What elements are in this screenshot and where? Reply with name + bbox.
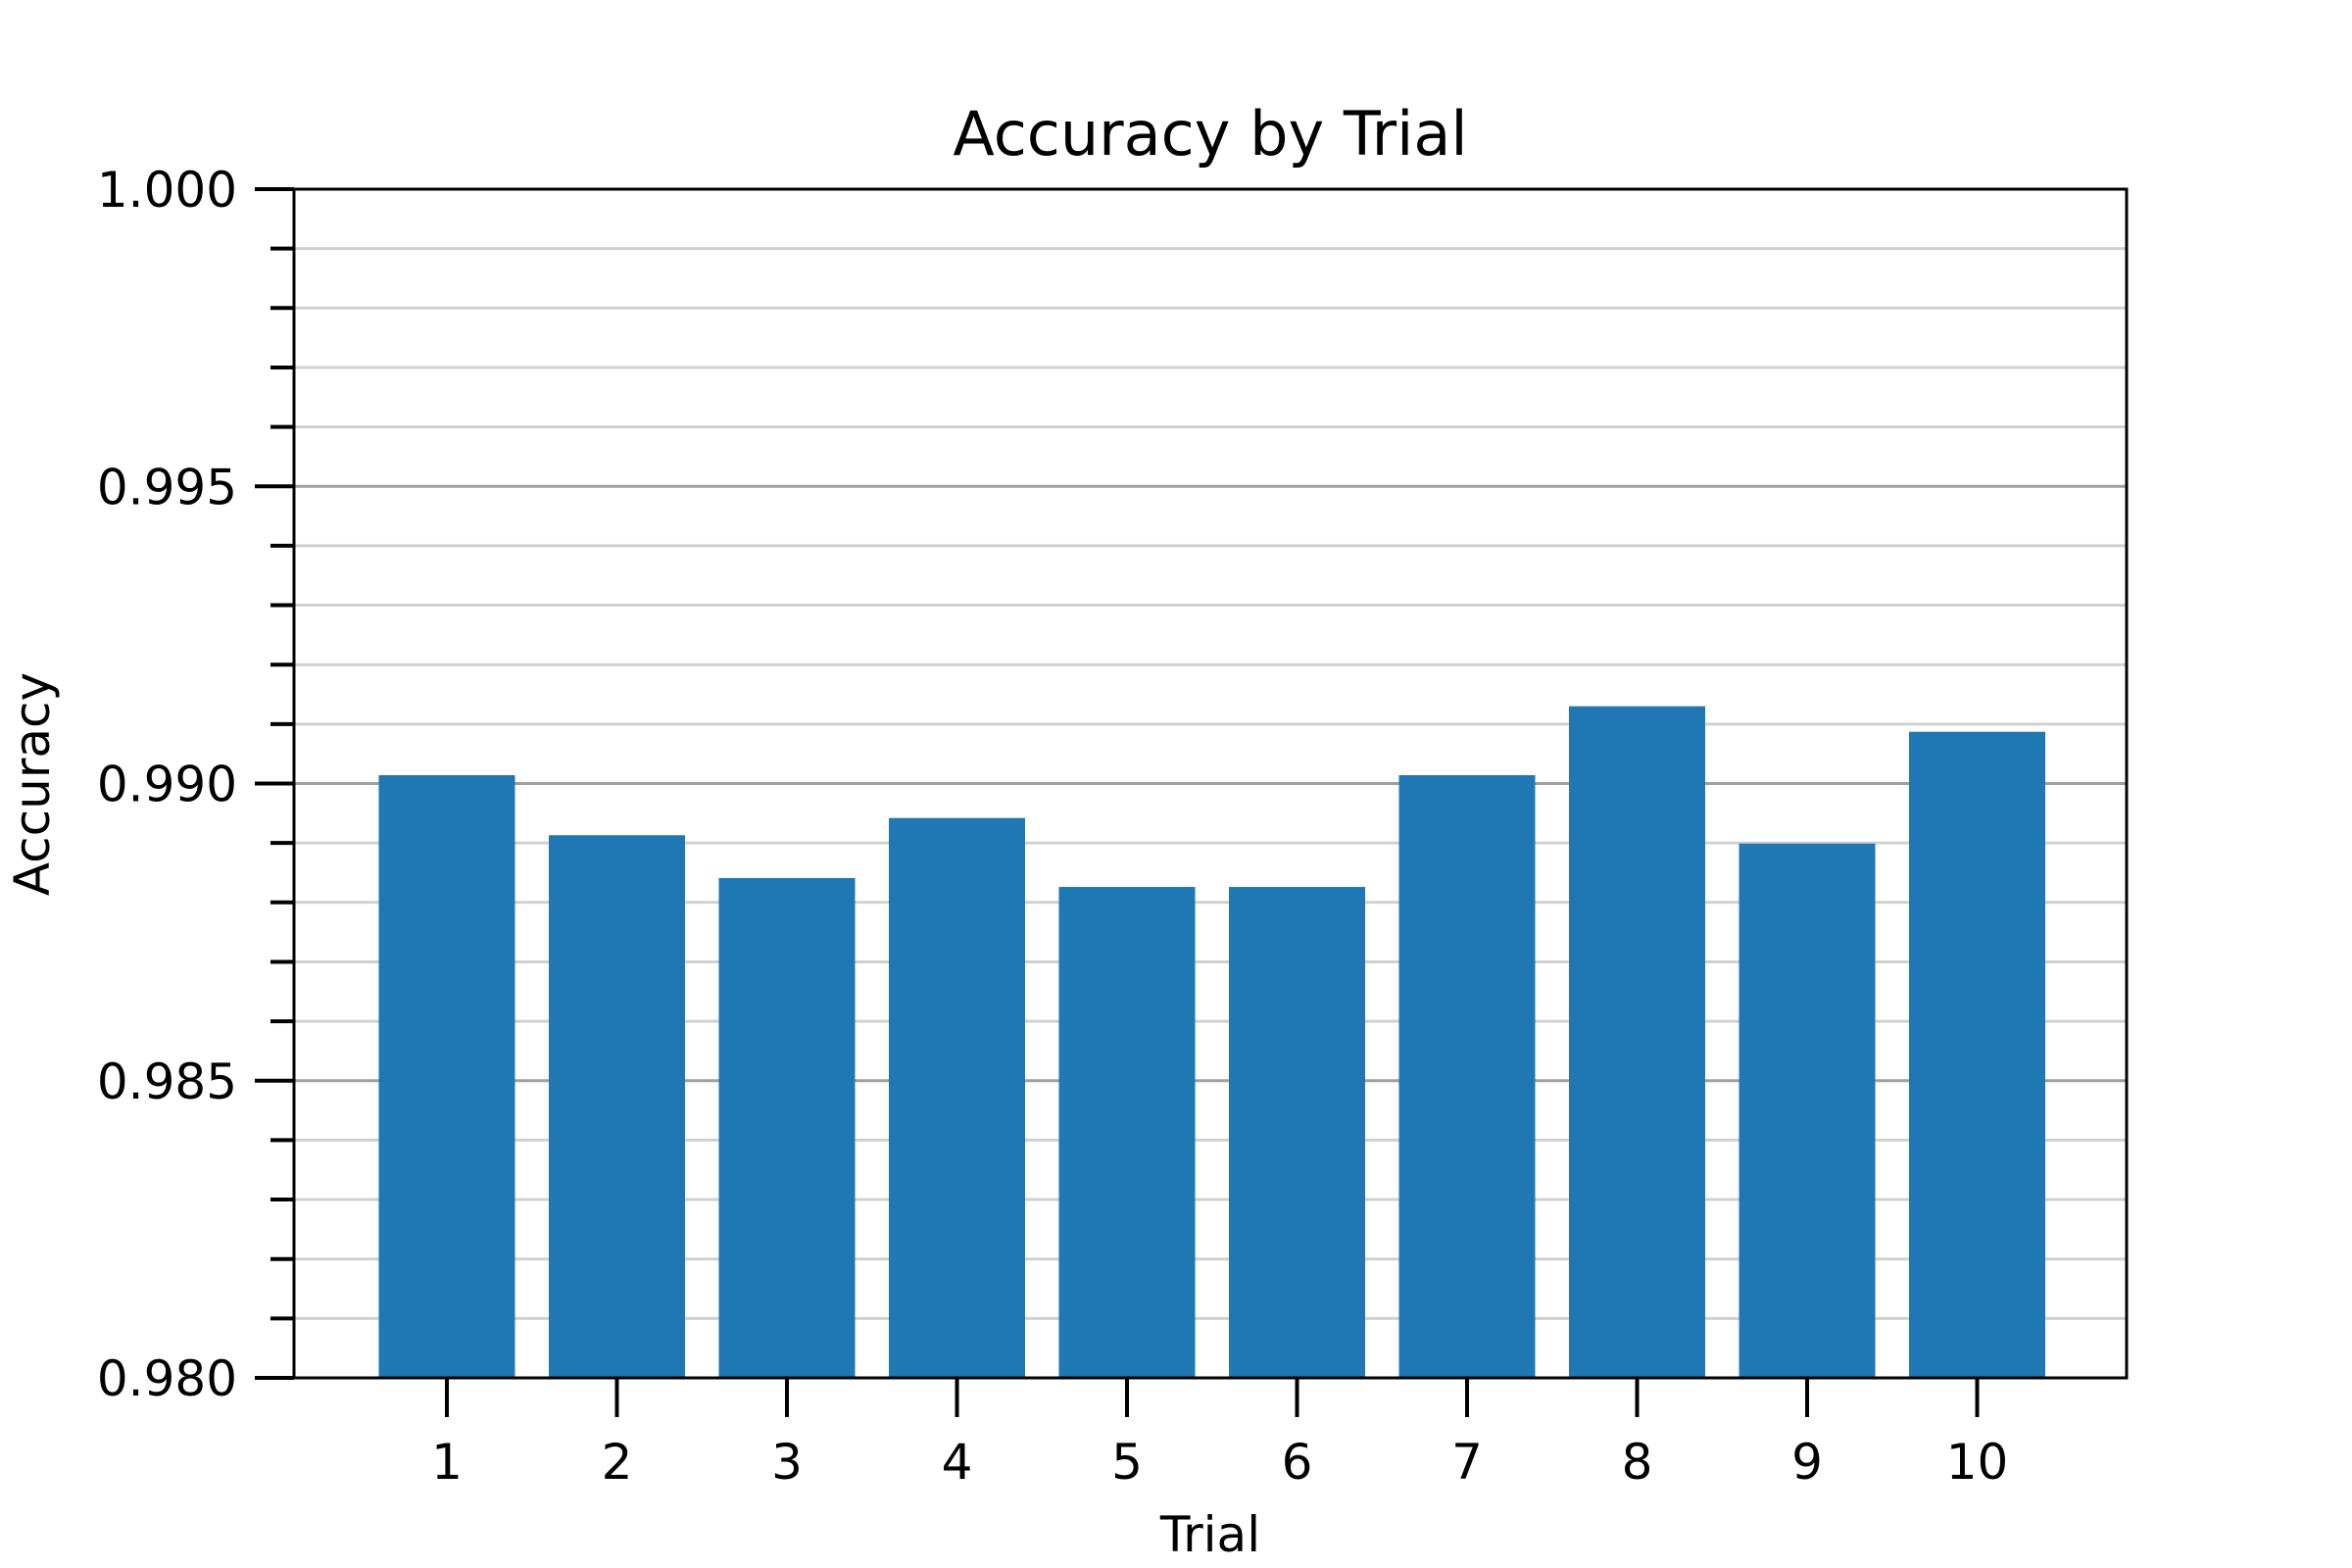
bar-trial-1: [378, 775, 515, 1378]
chart-title: Accuracy by Trial: [953, 98, 1467, 170]
x-tick-label: 1: [431, 1434, 463, 1491]
y-axis-ticks: 0.980 0.985 0.990 0.995 1.000: [97, 162, 294, 1407]
bar-trial-8: [1569, 706, 1705, 1378]
bar-trial-2: [549, 835, 685, 1378]
x-tick-label: 7: [1451, 1434, 1483, 1491]
x-tick-label: 8: [1622, 1434, 1653, 1491]
y-tick-label: 0.980: [97, 1350, 237, 1407]
y-tick-label: 0.985: [97, 1054, 237, 1110]
y-tick-label: 0.990: [97, 757, 237, 813]
bars: [378, 706, 2045, 1378]
y-tick-label: 1.000: [97, 162, 237, 219]
x-tick-label: 3: [771, 1434, 803, 1491]
x-tick-label: 2: [602, 1434, 633, 1491]
x-axis-ticks: 1 2 3 4 5 6 7 8 9 10: [431, 1378, 2008, 1491]
x-tick-label: 5: [1111, 1434, 1143, 1491]
bar-trial-7: [1398, 775, 1536, 1378]
bar-trial-5: [1058, 887, 1196, 1378]
bar-trial-4: [889, 817, 1025, 1378]
x-tick-label: 9: [1791, 1434, 1823, 1491]
y-tick-label: 0.995: [97, 459, 237, 515]
x-tick-label: 10: [1946, 1434, 2009, 1491]
bar-trial-9: [1739, 843, 1876, 1378]
bar-trial-3: [718, 877, 856, 1378]
x-axis-label: Trial: [1159, 1506, 1260, 1563]
bar-trial-10: [1909, 731, 2045, 1378]
x-tick-label: 4: [942, 1434, 973, 1491]
x-tick-label: 6: [1282, 1434, 1313, 1491]
bar-trial-6: [1229, 887, 1365, 1378]
y-axis-label: Accuracy: [4, 672, 61, 896]
